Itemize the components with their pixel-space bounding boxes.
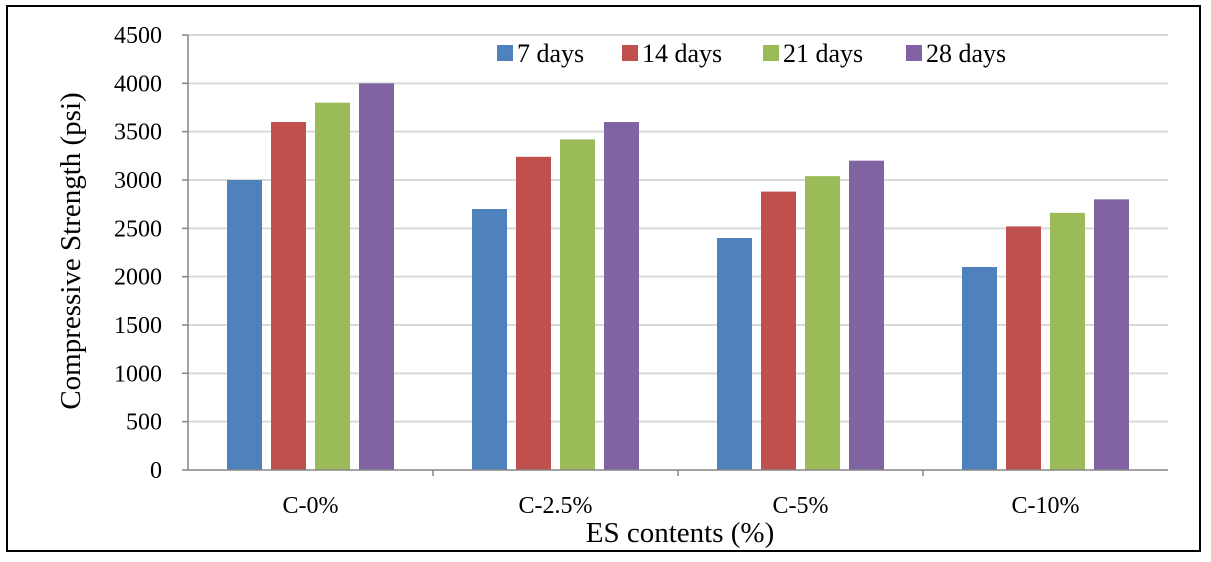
axes [182, 34, 1168, 476]
y-tick-label: 500 [126, 410, 162, 436]
y-tick-label: 1000 [114, 361, 162, 387]
y-tick-label: 3500 [114, 120, 162, 146]
bar-c-2-5-7-days [472, 209, 507, 470]
x-tick-label: C-10% [1012, 493, 1080, 519]
legend-swatch [763, 45, 779, 61]
bar-c-10-14-days [1006, 226, 1041, 470]
bar-c-2-5-21-days [560, 139, 595, 470]
x-tick-labels: C-0% C-2.5% C-5% C-10% [283, 493, 1080, 519]
bar-c-0-7-days [227, 180, 262, 470]
y-tick-label: 2500 [114, 216, 162, 242]
bars [227, 83, 1129, 471]
bar-c-10-28-days [1094, 199, 1129, 471]
chart-frame [6, 5, 1201, 552]
gridlines [188, 34, 1168, 423]
legend-swatch [497, 45, 513, 61]
x-tick-label: C-5% [773, 493, 829, 519]
x-tick-label: C-0% [283, 493, 339, 519]
y-tick-label: 3000 [114, 168, 162, 194]
x-axis-title: ES contents (%) [586, 517, 774, 549]
bar-c-0-28-days [359, 83, 394, 470]
bar-c-0-21-days [315, 102, 350, 471]
bar-c-5-28-days [849, 160, 884, 470]
bar-c-0-14-days [271, 122, 306, 470]
bar-c-2-5-28-days [604, 122, 639, 470]
bar-c-10-7-days [962, 267, 997, 470]
y-tick-label: 1500 [114, 313, 162, 339]
y-tick-label: 2000 [114, 265, 162, 291]
legend-label: 21 days [783, 39, 863, 68]
legend-swatch [622, 45, 638, 61]
y-axis-title: Compressive Strength (psi) [55, 92, 87, 409]
x-tick-label: C-2.5% [519, 493, 593, 519]
bar-c-2-5-14-days [516, 156, 551, 471]
bar-c-10-21-days [1050, 212, 1085, 470]
y-tick-label: 4500 [114, 23, 162, 49]
bar-c-5-14-days [761, 191, 796, 470]
legend-label: 28 days [926, 39, 1006, 68]
legend-swatch [906, 45, 922, 61]
bar-c-5-21-days [805, 176, 840, 470]
legend-label: 7 days [517, 39, 584, 68]
y-tick-label: 4000 [114, 71, 162, 97]
bar-c-5-7-days [717, 238, 752, 470]
y-tick-labels: 0 500 1000 1500 2000 2500 3000 3500 4000 4500 [114, 23, 162, 484]
legend-label: 14 days [642, 39, 722, 68]
legend: 7 days 14 days 21 days 28 days [497, 39, 1006, 68]
y-tick-label: 0 [150, 458, 162, 484]
